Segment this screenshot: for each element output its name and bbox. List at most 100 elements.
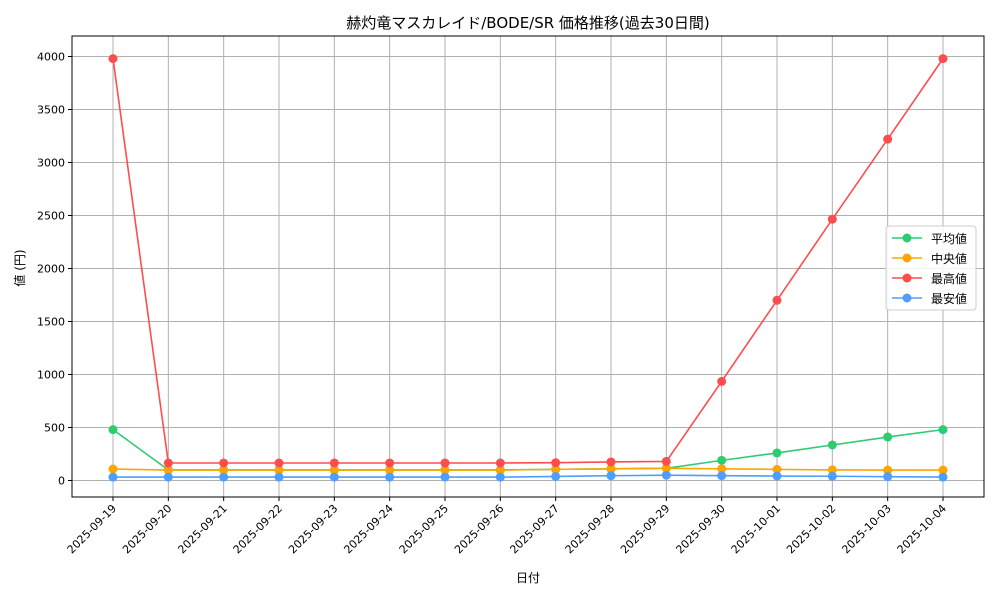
x-tick-label: 2025-09-23 bbox=[286, 502, 340, 556]
data-point bbox=[938, 54, 948, 64]
data-point bbox=[717, 455, 727, 465]
x-tick-label: 2025-09-28 bbox=[563, 502, 617, 556]
series-line bbox=[112, 58, 944, 464]
data-point bbox=[329, 458, 339, 468]
y-tick-label: 3500 bbox=[37, 104, 65, 117]
data-point bbox=[938, 465, 948, 475]
data-point bbox=[440, 458, 450, 468]
data-point bbox=[274, 458, 284, 468]
series-lines bbox=[108, 54, 948, 482]
legend-label: 最安値 bbox=[931, 291, 967, 306]
data-point bbox=[883, 465, 893, 475]
data-point bbox=[108, 472, 118, 482]
data-point bbox=[329, 472, 339, 482]
chart-title: 赫灼竜マスカレイド/BODE/SR 価格推移(過去30日間) bbox=[346, 14, 709, 32]
data-point bbox=[717, 376, 727, 386]
data-point bbox=[606, 471, 616, 481]
data-point bbox=[219, 458, 229, 468]
data-point bbox=[219, 472, 229, 482]
data-point bbox=[827, 214, 837, 224]
data-point bbox=[385, 458, 395, 468]
legend-label: 中央値 bbox=[931, 251, 967, 266]
series-最高値 bbox=[108, 54, 948, 468]
data-point bbox=[274, 472, 284, 482]
data-point bbox=[606, 457, 616, 467]
data-point bbox=[827, 471, 837, 481]
x-axis-label: 日付 bbox=[516, 571, 540, 585]
y-tick-label: 0 bbox=[58, 475, 65, 488]
x-tick-label: 2025-09-20 bbox=[120, 502, 174, 556]
legend-label: 最高値 bbox=[931, 271, 967, 286]
x-tick-label: 2025-10-04 bbox=[895, 502, 949, 556]
legend-marker bbox=[902, 293, 912, 303]
y-tick-label: 1000 bbox=[37, 369, 65, 382]
data-point bbox=[883, 134, 893, 144]
y-axis: 0 500 1000 1500 2000 2500 3000 3500 4000 bbox=[37, 51, 72, 488]
x-tick-label: 2025-09-29 bbox=[618, 502, 672, 556]
legend-marker bbox=[902, 253, 912, 263]
y-tick-label: 500 bbox=[44, 422, 65, 435]
data-point bbox=[883, 432, 893, 442]
y-tick-label: 3000 bbox=[37, 157, 65, 170]
x-axis: 2025-09-19 2025-09-20 2025-09-21 2025-09-22… bbox=[65, 497, 949, 556]
series-最安値 bbox=[108, 470, 948, 482]
data-point bbox=[108, 54, 118, 64]
data-point bbox=[717, 471, 727, 481]
data-point bbox=[440, 472, 450, 482]
data-point bbox=[163, 472, 173, 482]
legend-item: 最安値 bbox=[892, 291, 967, 306]
data-point bbox=[661, 463, 671, 473]
y-tick-label: 1500 bbox=[37, 316, 65, 329]
series-line bbox=[112, 428, 944, 471]
data-point bbox=[827, 440, 837, 450]
x-tick-label: 2025-09-27 bbox=[507, 502, 561, 556]
data-point bbox=[385, 465, 395, 475]
x-tick-label: 2025-09-25 bbox=[397, 502, 451, 556]
data-point bbox=[274, 465, 284, 475]
x-tick-label: 2025-10-02 bbox=[784, 502, 838, 556]
x-tick-label: 2025-10-01 bbox=[729, 502, 783, 556]
data-point bbox=[551, 458, 561, 468]
series-中央値 bbox=[108, 463, 948, 475]
data-point bbox=[661, 470, 671, 480]
data-point bbox=[163, 465, 173, 475]
legend-item: 最高値 bbox=[892, 271, 967, 286]
data-point bbox=[440, 465, 450, 475]
series-line bbox=[112, 467, 943, 471]
data-point bbox=[551, 471, 561, 481]
data-point bbox=[772, 464, 782, 474]
data-point bbox=[495, 472, 505, 482]
data-point bbox=[772, 295, 782, 305]
data-point bbox=[108, 464, 118, 474]
series-平均値 bbox=[108, 425, 948, 475]
data-point bbox=[772, 471, 782, 481]
y-tick-label: 2000 bbox=[37, 263, 65, 276]
data-point bbox=[385, 472, 395, 482]
data-point bbox=[108, 425, 118, 435]
data-point bbox=[772, 448, 782, 458]
legend-marker bbox=[902, 233, 912, 243]
data-point bbox=[329, 465, 339, 475]
legend-box bbox=[885, 225, 977, 311]
y-axis-label: 値 (円) bbox=[12, 249, 27, 286]
data-point bbox=[495, 465, 505, 475]
series-line bbox=[113, 474, 944, 478]
grid-lines bbox=[72, 36, 984, 497]
x-tick-label: 2025-09-26 bbox=[452, 502, 506, 556]
data-point bbox=[551, 464, 561, 474]
legend-item: 平均値 bbox=[892, 231, 967, 246]
data-point bbox=[661, 456, 671, 466]
y-tick-label: 2500 bbox=[37, 210, 65, 223]
x-tick-label: 2025-09-21 bbox=[175, 502, 229, 556]
data-point bbox=[827, 465, 837, 475]
x-tick-label: 2025-10-03 bbox=[839, 502, 893, 556]
data-point bbox=[938, 472, 948, 482]
x-tick-label: 2025-09-24 bbox=[341, 502, 395, 556]
x-tick-label: 2025-09-30 bbox=[673, 502, 727, 556]
data-point bbox=[606, 464, 616, 474]
data-point bbox=[883, 472, 893, 482]
x-tick-label: 2025-09-19 bbox=[65, 502, 119, 556]
